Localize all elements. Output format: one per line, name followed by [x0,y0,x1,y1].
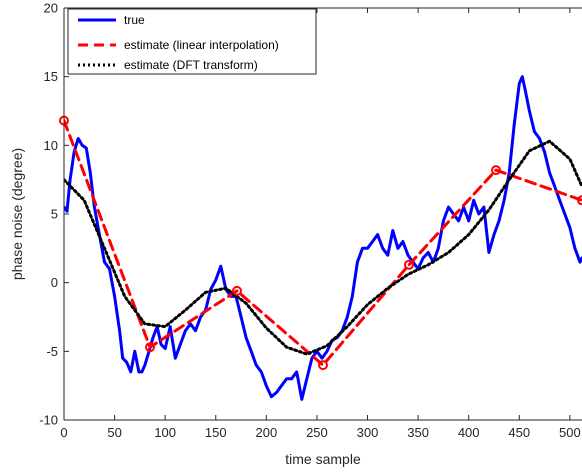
sample-marker [318,360,328,371]
x-tick-label: 500 [559,425,581,440]
y-axis-label: phase noise (degree) [9,148,25,280]
sample-marker [491,165,501,176]
x-tick-label: 400 [458,425,480,440]
sample-marker [404,259,414,270]
legend-label-true: true [124,13,145,27]
x-tick-label: 250 [306,425,328,440]
series-line-2 [64,139,582,356]
y-tick-label: -5 [46,344,58,359]
marker-layer [59,115,582,371]
y-tick-label: 0 [51,275,58,290]
x-tick-label: 100 [154,425,176,440]
series-layer [64,75,582,401]
sample-marker [145,342,155,353]
x-tick-label: 0 [60,425,67,440]
x-axis-label: time sample [285,451,361,467]
series-line-1 [64,119,582,367]
y-tick-label: 20 [44,1,58,16]
sample-marker [577,195,582,206]
y-tick-label: 15 [44,69,58,84]
sample-marker [232,285,242,296]
x-tick-label: 450 [508,425,530,440]
legend: true estimate (linear interpolation) est… [67,8,317,75]
x-tick-label: 300 [357,425,379,440]
x-tick-label: 350 [407,425,429,440]
legend-label-dft: estimate (DFT transform) [124,58,258,72]
legend-label-linear: estimate (linear interpolation) [124,38,279,52]
x-tick-label: 150 [205,425,227,440]
x-tick-label: 200 [255,425,277,440]
series-line-0 [64,75,582,401]
y-tick-label: -10 [39,413,58,428]
x-tick-label: 50 [107,425,121,440]
ticks-layer: 0 50 100 150 200 250 300 350 400 450 500 -10 -5 0 5 10 1… [39,1,581,441]
y-tick-label: 10 [44,138,58,153]
y-tick-label: 5 [51,207,58,222]
